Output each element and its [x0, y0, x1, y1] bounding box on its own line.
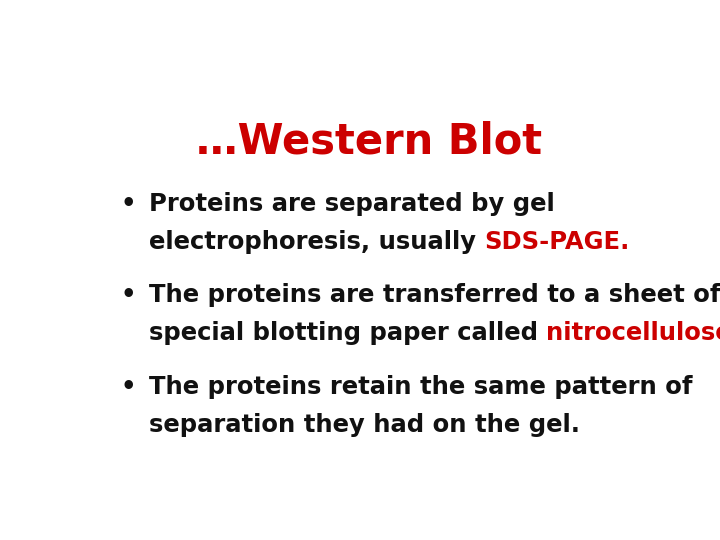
Text: •: •	[121, 283, 136, 307]
Text: •: •	[121, 375, 136, 399]
Text: Proteins are separated by gel: Proteins are separated by gel	[148, 192, 554, 215]
Text: The proteins are transferred to a sheet of: The proteins are transferred to a sheet …	[148, 283, 720, 307]
Text: The proteins retain the same pattern of: The proteins retain the same pattern of	[148, 375, 692, 399]
Text: SDS-PAGE.: SDS-PAGE.	[484, 230, 629, 254]
Text: •: •	[121, 192, 136, 215]
Text: electrophoresis, usually: electrophoresis, usually	[148, 230, 484, 254]
Text: …Western Blot: …Western Blot	[196, 121, 542, 163]
Text: separation they had on the gel.: separation they had on the gel.	[148, 413, 580, 437]
Text: nitrocellulose: nitrocellulose	[546, 321, 720, 346]
Text: special blotting paper called: special blotting paper called	[148, 321, 546, 346]
